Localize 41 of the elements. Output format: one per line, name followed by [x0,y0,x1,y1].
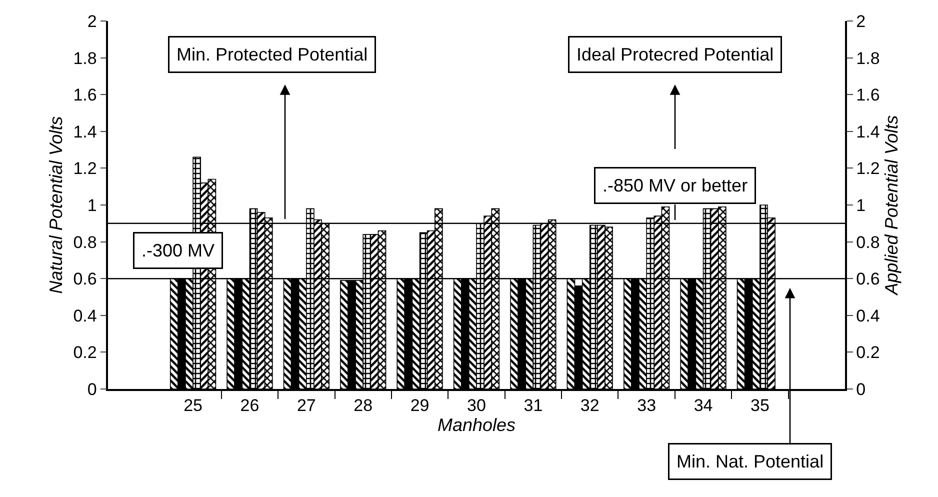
y2-tick-label: 1.8 [856,48,880,68]
x-tick-label: 32 [580,396,600,416]
annotation: .-850 MV or better [602,176,748,196]
y2-tick-label: 1.6 [856,86,880,105]
y2-tick-label: 2 [856,12,866,31]
y2-tick-label: 1 [856,196,866,215]
y-tick-label: 0.8 [73,232,97,252]
x-tick-label: 26 [240,396,260,416]
y-tick-label: 1.2 [73,159,97,178]
x-tick-label: 30 [467,396,486,416]
y2-tick-label: 1.4 [856,122,880,142]
y-tick-label: 0 [87,380,97,399]
y2-axis-title: Applied Potential Volts [881,115,902,296]
annotation: Ideal Protecred Potential [576,44,774,64]
x-tick-label: 34 [694,396,713,416]
y-tick-label: 1 [87,196,97,215]
x-tick-label: 31 [524,396,543,416]
y2-tick-label: 1.2 [856,159,880,178]
x-tick-label: 35 [750,396,770,416]
text: Min. Nat. Potential [676,452,824,472]
x-tick-label: 29 [410,396,430,416]
y-tick-label: 1.6 [73,86,97,105]
y-axis-title: Natural Potential Volts [46,116,66,294]
x-tick-label: 33 [637,396,656,416]
y-tick-label: 1.8 [73,48,97,68]
x-axis-title: Manholes [437,415,516,436]
x-tick-label: 27 [296,396,316,416]
y-tick-label: 0.2 [73,343,97,362]
y-tick-label: 1.4 [73,122,97,142]
y-tick-label: 2 [87,12,97,31]
y2-tick-label: 0.8 [856,232,880,252]
x-tick-label: 25 [184,396,202,416]
y2-tick-label: 0.4 [856,306,880,326]
y2-tick-label: 0.6 [856,270,880,289]
y2-tick-label: 0 [856,380,866,399]
y2-tick-label: 0.2 [856,343,880,362]
annotation: .-300 MV [142,240,215,260]
y-tick-label: 0.4 [73,306,97,326]
x-tick-label: 28 [354,396,373,416]
annotation: Min. Protected Potential [176,44,368,64]
y-tick-label: 0.6 [73,270,97,289]
